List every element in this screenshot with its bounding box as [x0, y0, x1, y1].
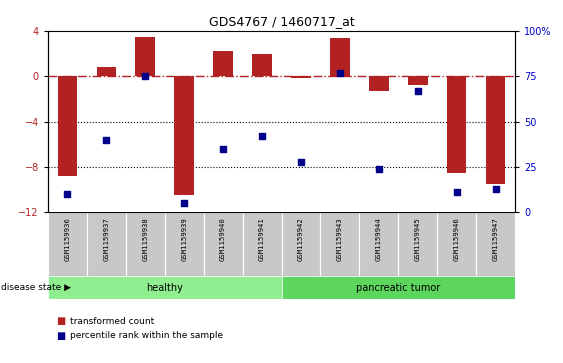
Bar — [486, 76, 506, 184]
Bar — [282, 212, 320, 276]
Bar — [282, 276, 515, 299]
Text: ■: ■ — [56, 331, 65, 341]
Text: GSM1159939: GSM1159939 — [181, 217, 187, 261]
Bar — [204, 212, 243, 276]
Point — [374, 166, 383, 172]
Text: healthy: healthy — [146, 283, 183, 293]
Point — [297, 159, 306, 164]
Text: disease state ▶: disease state ▶ — [1, 283, 70, 292]
Text: GSM1159940: GSM1159940 — [220, 217, 226, 261]
Point — [63, 191, 72, 197]
Point — [102, 137, 111, 143]
Text: GSM1159947: GSM1159947 — [493, 217, 499, 261]
Text: GSM1159942: GSM1159942 — [298, 217, 304, 261]
Bar — [369, 76, 388, 91]
Bar — [408, 76, 427, 85]
Point — [180, 200, 189, 206]
Text: GSM1159938: GSM1159938 — [142, 217, 148, 261]
Text: GSM1159936: GSM1159936 — [64, 217, 70, 261]
Bar — [291, 76, 311, 78]
Point — [452, 189, 461, 195]
Point — [257, 133, 266, 139]
Text: GSM1159937: GSM1159937 — [103, 217, 109, 261]
Bar — [243, 212, 282, 276]
Text: ■: ■ — [56, 316, 65, 326]
Bar — [57, 76, 77, 176]
Text: GSM1159944: GSM1159944 — [376, 217, 382, 261]
Point — [141, 73, 150, 79]
Bar — [165, 212, 204, 276]
Bar — [476, 212, 515, 276]
Bar — [320, 212, 359, 276]
Bar — [48, 212, 87, 276]
Bar — [252, 53, 272, 76]
Point — [218, 146, 227, 152]
Text: percentile rank within the sample: percentile rank within the sample — [70, 331, 224, 340]
Bar — [399, 212, 437, 276]
Point — [413, 88, 422, 94]
Bar — [330, 38, 350, 76]
Bar — [87, 212, 126, 276]
Text: transformed count: transformed count — [70, 317, 155, 326]
Bar — [126, 212, 165, 276]
Text: GSM1159945: GSM1159945 — [415, 217, 421, 261]
Point — [336, 70, 345, 76]
Bar — [359, 212, 399, 276]
Bar — [136, 37, 155, 76]
Bar — [447, 76, 467, 173]
Text: GSM1159946: GSM1159946 — [454, 217, 460, 261]
Text: GSM1159941: GSM1159941 — [259, 217, 265, 261]
Bar — [48, 276, 282, 299]
Title: GDS4767 / 1460717_at: GDS4767 / 1460717_at — [209, 15, 354, 28]
Text: GSM1159943: GSM1159943 — [337, 217, 343, 261]
Point — [491, 186, 500, 192]
Bar — [437, 212, 476, 276]
Bar — [213, 51, 233, 76]
Bar — [96, 67, 116, 76]
Text: pancreatic tumor: pancreatic tumor — [356, 283, 440, 293]
Bar — [175, 76, 194, 195]
